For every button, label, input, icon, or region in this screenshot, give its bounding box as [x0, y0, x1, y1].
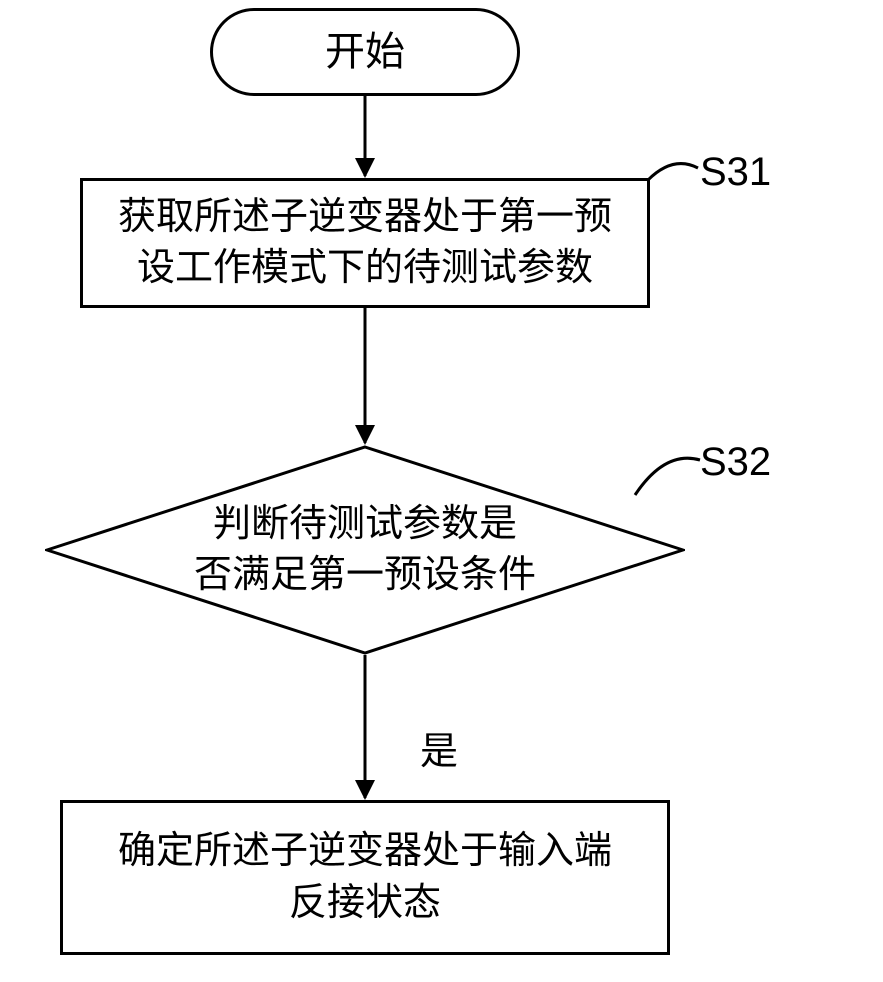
- branch-yes-label: 是: [420, 720, 458, 775]
- flowchart-container: 开始 获取所述子逆变器处于第一预 设工作模式下的待测试参数 S31 判断待测试参…: [0, 0, 883, 982]
- step2-text: 确定所述子逆变器处于输入端 反接状态: [118, 826, 612, 929]
- step2-line2: 反接状态: [289, 882, 441, 924]
- start-terminator: 开始: [210, 8, 520, 96]
- label-s31: S31: [700, 150, 771, 195]
- step1-line1: 获取所述子逆变器处于第一预: [118, 196, 612, 238]
- step2-line1: 确定所述子逆变器处于输入端: [118, 830, 612, 872]
- start-label: 开始: [325, 25, 405, 79]
- process-step2: 确定所述子逆变器处于输入端 反接状态: [60, 800, 670, 955]
- arrow-decision-to-step2: [345, 655, 385, 800]
- arrow-step1-to-decision: [345, 308, 385, 445]
- step1-text: 获取所述子逆变器处于第一预 设工作模式下的待测试参数: [118, 192, 612, 295]
- arrow-start-to-step1: [345, 96, 385, 178]
- process-step1: 获取所述子逆变器处于第一预 设工作模式下的待测试参数: [80, 178, 650, 308]
- label-connector-s31: [628, 150, 708, 210]
- decision-diamond: 判断待测试参数是 否满足第一预设条件: [45, 445, 685, 655]
- label-connector-s32: [620, 445, 710, 505]
- label-s32: S32: [700, 440, 771, 485]
- decision-shape: [45, 445, 685, 655]
- step1-line2: 设工作模式下的待测试参数: [137, 247, 593, 289]
